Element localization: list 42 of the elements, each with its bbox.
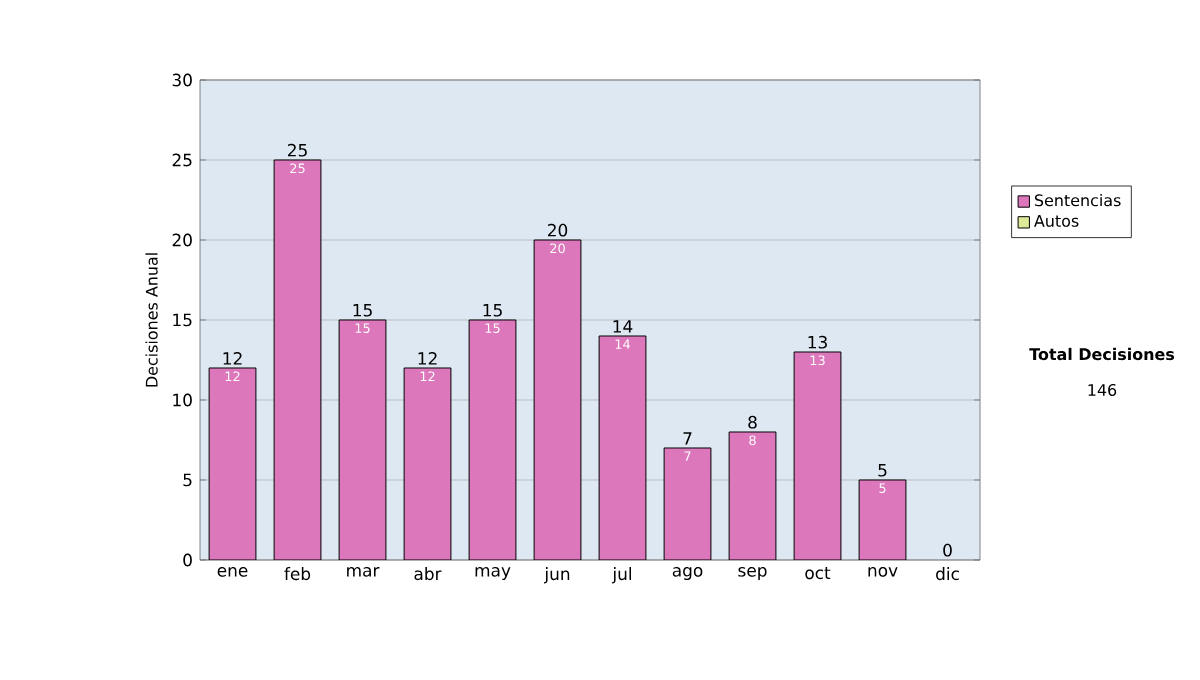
x-tick-label: ago (672, 567, 703, 581)
x-tick-label: ene (217, 567, 248, 577)
x-tick-label: abr (414, 567, 442, 581)
x-tick-label: oct (805, 567, 831, 580)
x-tick-label: jun (544, 567, 570, 584)
bar (599, 336, 646, 560)
bar (404, 368, 451, 560)
total-label: 15 (353, 304, 372, 317)
x-tick-label: may (475, 567, 511, 581)
total-label: 20 (547, 223, 568, 237)
bar (858, 479, 907, 560)
x-tick-label: mar (347, 567, 380, 577)
total-label: 15 (483, 304, 502, 317)
y-tick-label: 15 (173, 313, 192, 327)
total-label: 25 (287, 143, 307, 157)
x-tick-label: dic (936, 567, 959, 581)
y-tick-label: 0 (183, 553, 192, 567)
total-label: 8 (748, 415, 757, 429)
bar (794, 352, 841, 560)
x-tick-label: sep (738, 567, 767, 581)
total-label: 7 (683, 432, 692, 445)
bar (209, 368, 256, 560)
y-tick-label: 10 (173, 393, 192, 407)
total-label: 14 (613, 320, 633, 333)
bar (664, 448, 711, 560)
bar (274, 159, 321, 560)
bar (534, 240, 581, 560)
total-label: 12 (418, 352, 437, 365)
y-tick-label: 20 (172, 233, 192, 247)
total-label: 12 (223, 352, 242, 365)
x-tick-label: nov (868, 567, 898, 577)
x-tick-label: jul (612, 567, 632, 584)
y-tick-label: 30 (172, 73, 192, 87)
total-label: 0 (943, 543, 952, 557)
y-tick-label: 5 (183, 473, 192, 487)
bar (339, 320, 386, 560)
y-tick-label: 25 (172, 153, 192, 167)
total-label: 5 (878, 464, 887, 477)
x-tick-label: feb (284, 567, 311, 581)
bar (729, 432, 776, 560)
bar (469, 320, 516, 560)
total-label: 13 (808, 335, 827, 349)
